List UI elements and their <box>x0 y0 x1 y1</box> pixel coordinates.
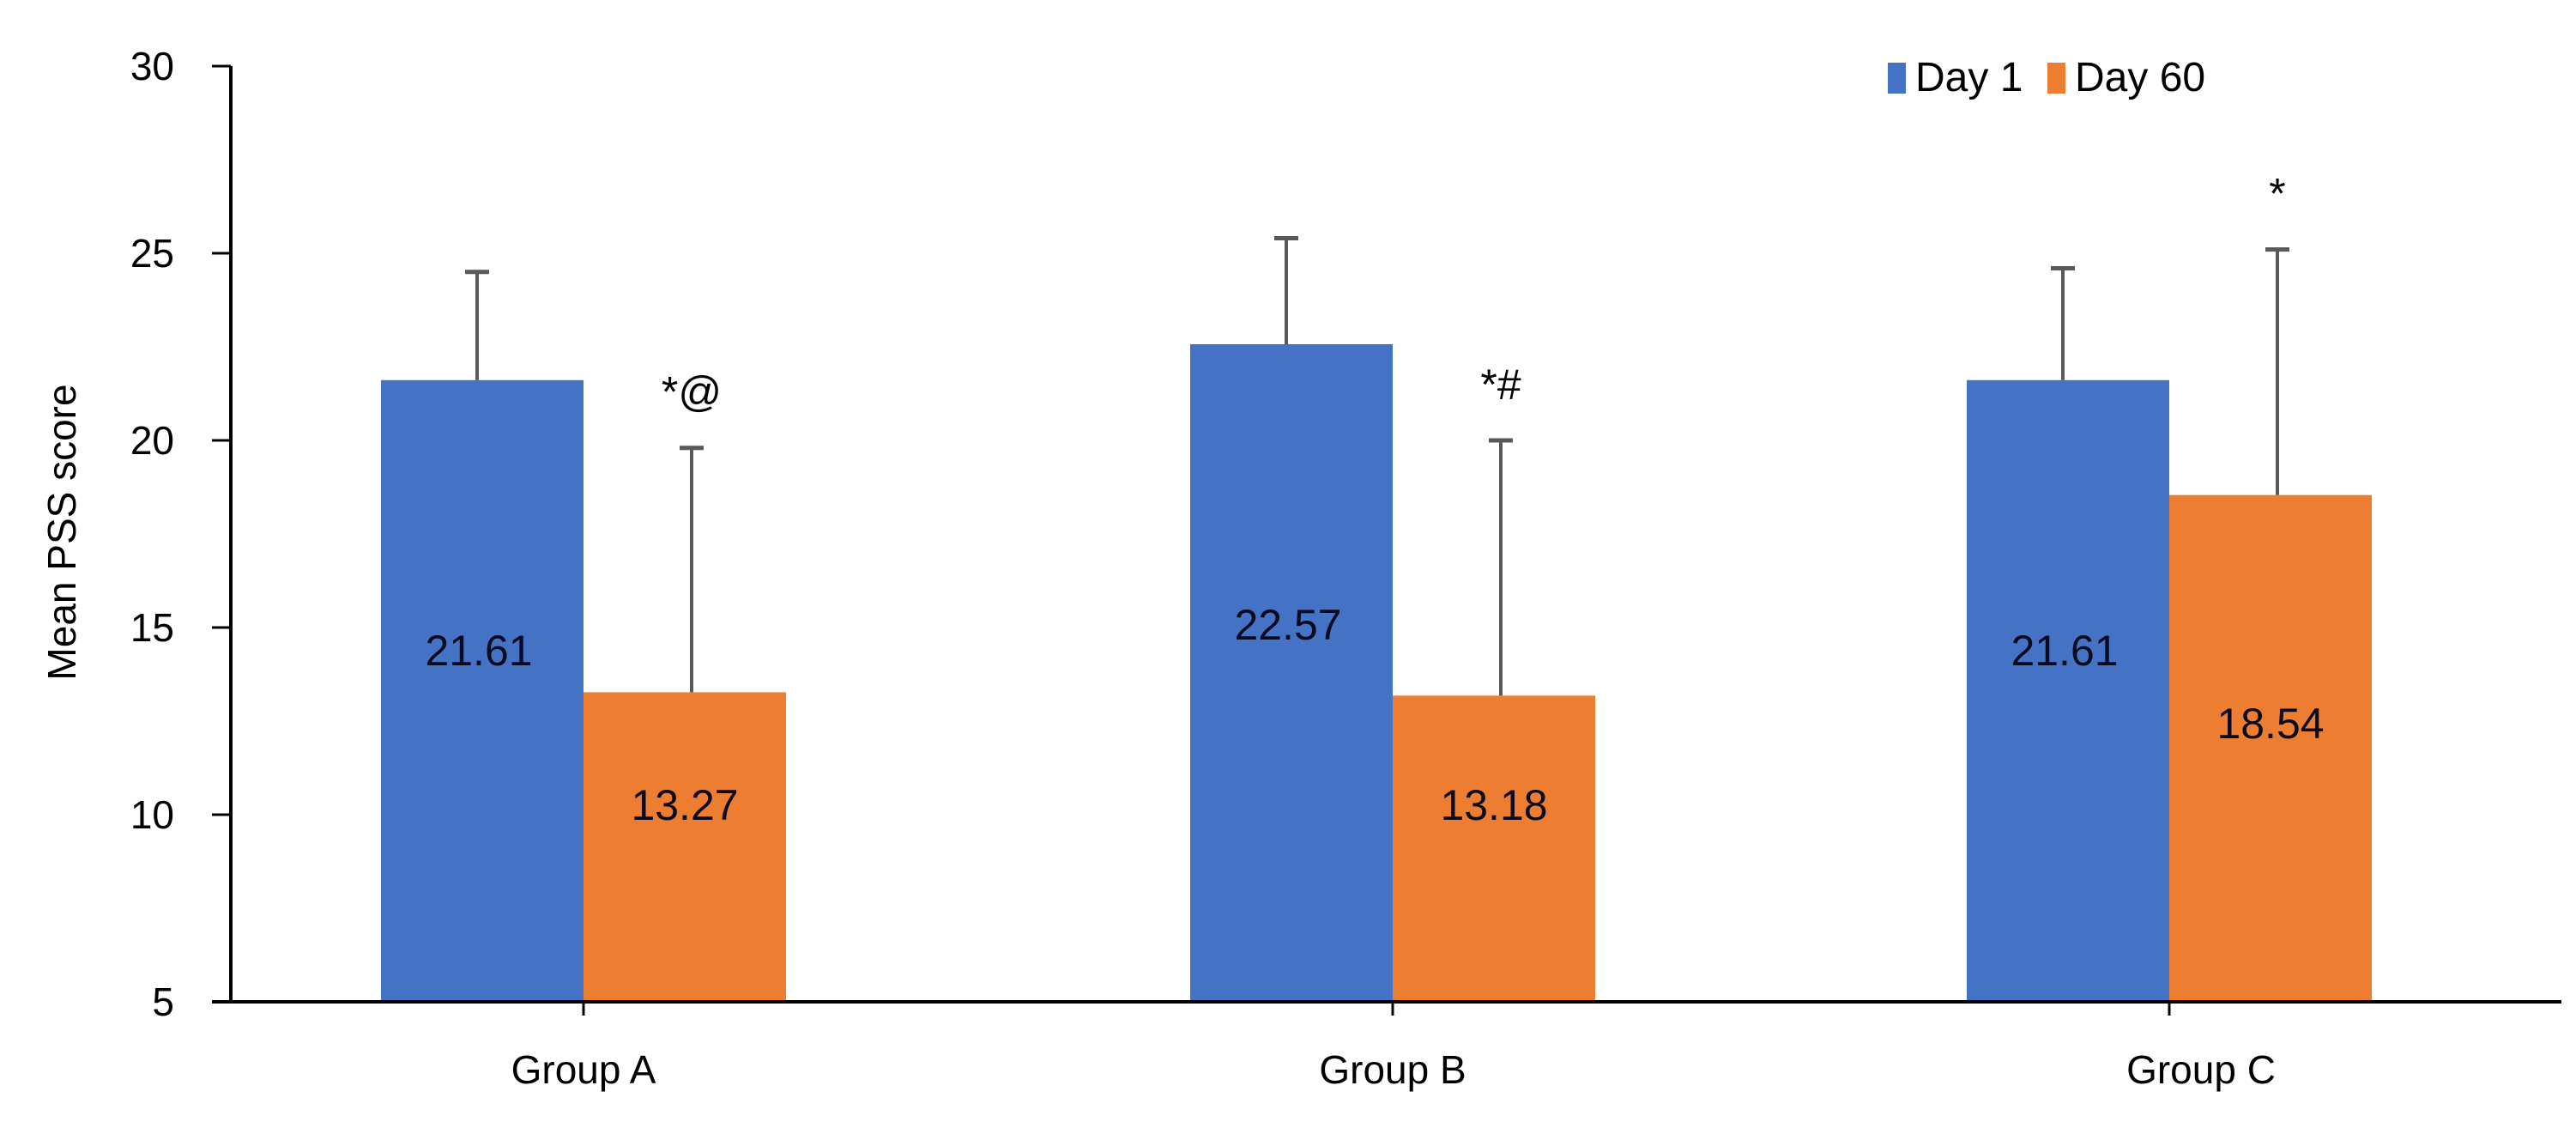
data-label: 21.61 <box>2011 627 2118 675</box>
y-tick-label: 10 <box>130 792 174 837</box>
y-tick-label: 5 <box>152 979 174 1024</box>
x-category-label: Group A <box>511 1047 656 1092</box>
y-tick-label: 25 <box>130 231 174 276</box>
legend-label: Day 1 <box>1915 55 2023 100</box>
annotations-layer: *@ *# * <box>662 170 2286 416</box>
y-tick-label: 15 <box>130 605 174 650</box>
data-label: 13.18 <box>1440 781 1547 829</box>
bar-group-a-day-1 <box>381 379 584 1003</box>
significance-annotation: * <box>2269 170 2285 218</box>
legend: Day 1 Day 60 <box>1888 55 2205 100</box>
y-tick-label: 20 <box>130 418 174 463</box>
legend-swatch-day-60 <box>2047 63 2065 94</box>
axes-layer: 5 10 15 20 25 30 Group A Group B Group C <box>130 44 2561 1092</box>
data-label: 21.61 <box>425 627 532 675</box>
x-category-label: Group B <box>1319 1047 1466 1092</box>
bars-layer <box>381 343 2372 1003</box>
significance-annotation: *@ <box>662 368 722 416</box>
bar-group-c-day-1 <box>1967 379 2169 1003</box>
bar-group-a-day-60 <box>584 692 786 1002</box>
y-tick-label: 30 <box>130 44 174 88</box>
legend-label: Day 60 <box>2075 55 2205 100</box>
value-labels-layer: 21.61 13.27 22.57 13.18 21.61 18.54 <box>425 601 2324 829</box>
error-bars-layer <box>465 236 2289 696</box>
bar-group-c-day-60 <box>2169 494 2372 1002</box>
bar-group-b-day-60 <box>1393 695 1595 1002</box>
bar-group-b-day-1 <box>1190 343 1393 1002</box>
data-label: 13.27 <box>631 781 738 829</box>
data-label: 22.57 <box>1234 601 1341 649</box>
x-category-label: Group C <box>2126 1047 2276 1092</box>
legend-swatch-day-1 <box>1888 63 1906 94</box>
data-label: 18.54 <box>2216 700 2324 748</box>
significance-annotation: *# <box>1480 361 1521 409</box>
y-axis-title: Mean PSS score <box>39 384 84 680</box>
